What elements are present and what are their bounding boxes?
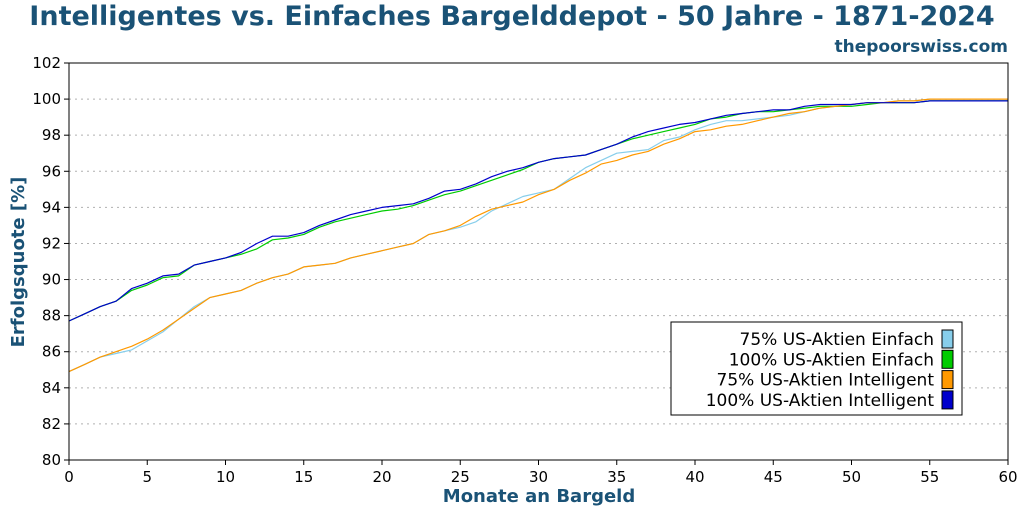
x-tick-label: 5 [142,468,152,486]
y-tick-label: 84 [42,379,61,397]
source-label: thepoorswiss.com [835,37,1009,57]
legend-box [670,321,963,416]
legend-swatch [941,370,954,390]
y-tick-label: 96 [42,162,61,180]
legend-swatch [941,349,954,369]
legend-swatch [941,390,954,410]
y-tick-label: 92 [42,234,61,252]
x-tick-label: 60 [998,468,1017,486]
x-axis-label: Monate an Bargeld [443,486,635,507]
legend-label: 100% US-Aktien Einfach [729,350,934,370]
x-tick-label: 55 [920,468,939,486]
x-tick-label: 45 [764,468,783,486]
gridlines [69,98,1008,425]
y-tick-label: 80 [42,451,61,469]
y-tick-label: 86 [42,343,61,361]
legend-label: 75% US-Aktien Intelligent [717,371,935,391]
axis-ticks: 80 82 84 86 88 90 92 94 96 98 100 102 0 5 10 15 20 25 30 35… [32,54,1017,486]
x-tick-label: 30 [529,468,548,486]
x-tick-label: 25 [451,468,470,486]
x-tick-label: 50 [842,468,861,486]
y-axis-label: Erfolgsquote [%] [8,177,29,348]
x-tick-label: 35 [607,468,626,486]
y-tick-label: 90 [42,271,61,289]
y-tick-label: 98 [42,126,61,144]
y-tick-label: 100 [32,90,61,108]
y-tick-label: 82 [42,415,61,433]
legend-label: 100% US-Aktien Intelligent [706,391,935,411]
x-tick-label: 40 [685,468,704,486]
series-line-4 [68,100,1008,322]
y-tick-label: 102 [32,54,61,72]
legend-label: 75% US-Aktien Einfach [740,330,934,350]
legend-swatch [941,329,954,349]
x-tick-label: 0 [64,468,74,486]
y-tick-label: 88 [42,307,61,325]
x-tick-label: 15 [294,468,313,486]
chart-title: Intelligentes vs. Einfaches Bargelddepot… [29,1,994,32]
x-tick-label: 20 [372,468,391,486]
y-tick-label: 94 [42,198,61,216]
series-lines [68,98,1008,373]
x-tick-label: 10 [216,468,235,486]
